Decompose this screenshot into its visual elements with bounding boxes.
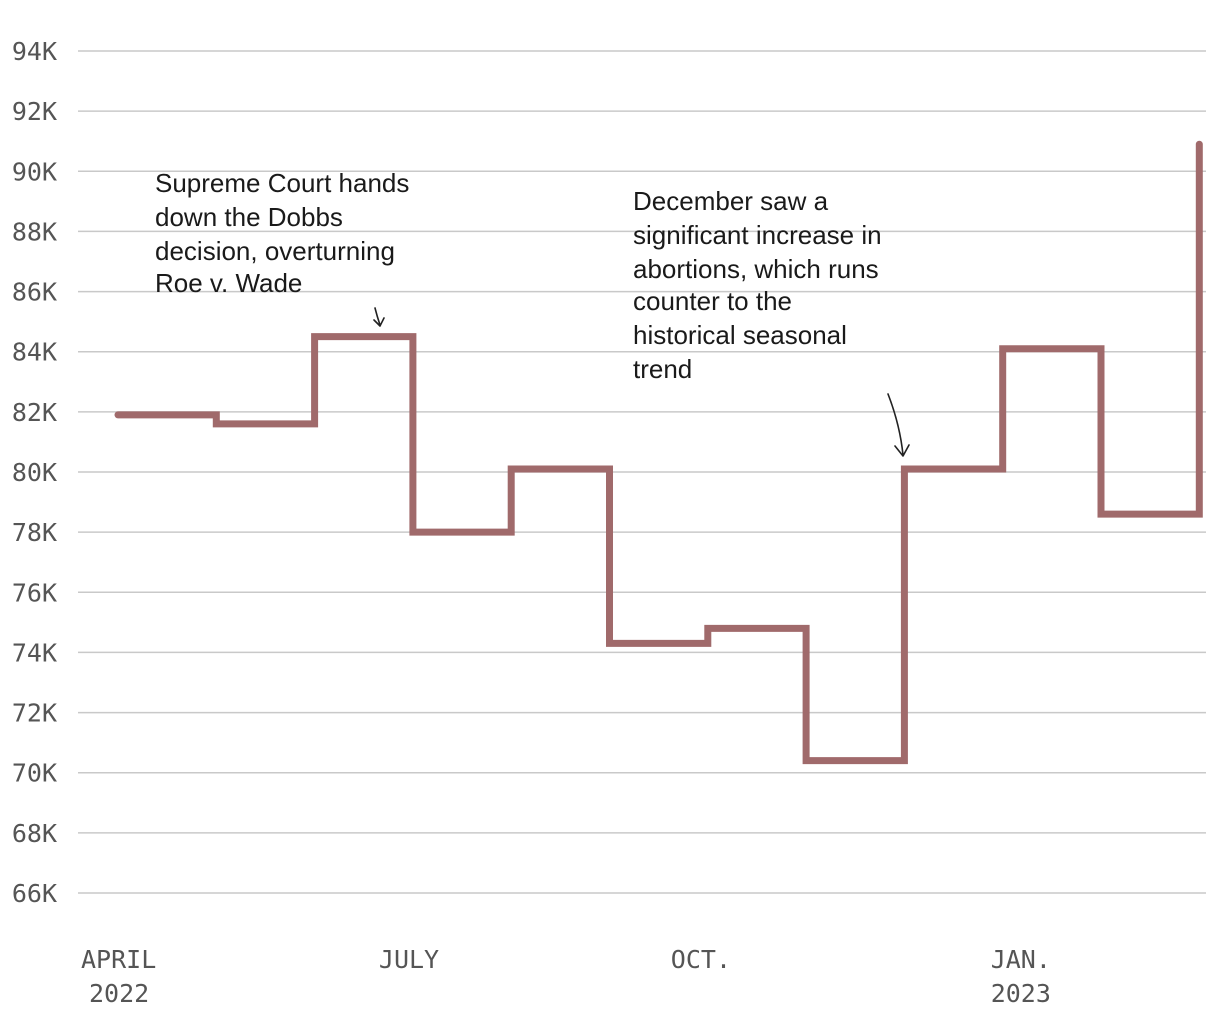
y-tick-label-72k: 72K xyxy=(12,699,57,728)
y-tick-label-68k: 68K xyxy=(12,819,57,848)
annotation-dobbs-line-4: Roe v. Wade xyxy=(155,268,302,298)
annotation-dobbs-line-1: Supreme Court hands xyxy=(155,168,409,198)
annotation-dobbs-arrow xyxy=(373,307,385,327)
y-tick-label-88k: 88K xyxy=(12,217,57,246)
y-tick-label-84k: 84K xyxy=(12,338,57,367)
annotation-december-line-3: abortions, which runs xyxy=(633,254,879,284)
y-tick-label-86k: 86K xyxy=(12,278,57,307)
series-line-abortions xyxy=(114,140,1203,765)
y-tick-label-70k: 70K xyxy=(12,759,57,788)
annotation-december-arrow xyxy=(887,393,910,457)
y-tick-label-80k: 80K xyxy=(12,458,57,487)
annotation-december-line-2: significant increase in xyxy=(633,220,882,250)
y-tick-label-74k: 74K xyxy=(12,638,57,667)
annotation-december: December saw a significant increase in a… xyxy=(633,186,910,457)
y-tick-label-66k: 66K xyxy=(12,879,57,908)
x-tick-label-jan: JAN. xyxy=(991,945,1051,974)
annotation-dobbs-line-3: decision, overturning xyxy=(155,236,395,266)
x-tick-year-2023: 2023 xyxy=(991,979,1051,1008)
series-layer xyxy=(114,140,1203,765)
x-tick-year-2022: 2022 xyxy=(89,979,149,1008)
x-tick-label-july: JULY xyxy=(379,945,439,974)
y-tick-label-82k: 82K xyxy=(12,398,57,427)
x-axis-labels: APRIL 2022 JULY OCT. JAN. 2023 xyxy=(81,945,1051,1008)
y-tick-label-78k: 78K xyxy=(12,518,57,547)
x-tick-label-april: APRIL xyxy=(81,945,156,974)
annotation-dobbs-line-2: down the Dobbs xyxy=(155,202,343,232)
y-gridlines xyxy=(78,50,1206,894)
annotation-december-line-5: historical seasonal xyxy=(633,320,847,350)
y-tick-label-76k: 76K xyxy=(12,578,57,607)
annotation-dobbs: Supreme Court hands down the Dobbs decis… xyxy=(155,168,409,327)
y-tick-label-90k: 90K xyxy=(12,157,57,186)
y-tick-label-94k: 94K xyxy=(12,37,57,66)
annotation-december-line-6: trend xyxy=(633,354,692,384)
annotation-december-line-1: December saw a xyxy=(633,186,829,216)
y-tick-label-92k: 92K xyxy=(12,97,57,126)
y-axis-labels: 94K 92K 90K 88K 86K 84K 82K 80K 78K 76K 74K 72K 70K 6… xyxy=(12,37,57,908)
x-tick-label-oct: OCT. xyxy=(671,945,731,974)
annotation-december-line-4: counter to the xyxy=(633,286,792,316)
